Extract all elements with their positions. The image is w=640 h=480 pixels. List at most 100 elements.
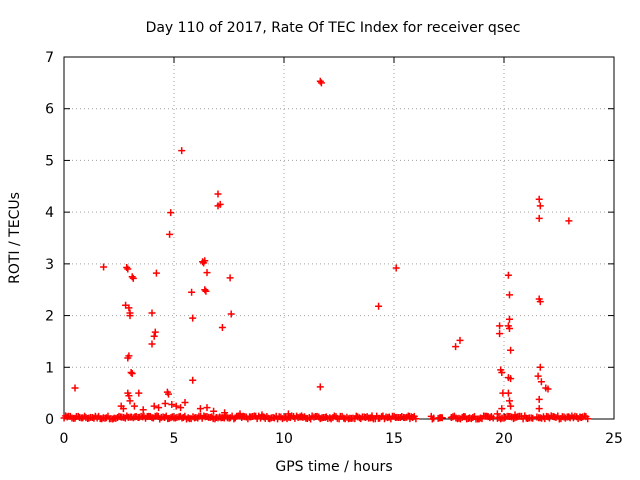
data-point (189, 376, 197, 384)
data-point (150, 332, 158, 340)
data-point (203, 269, 211, 277)
data-point (236, 410, 244, 418)
data-point (507, 346, 515, 354)
data-point (148, 340, 156, 348)
tick-labels: 0 5 10 15 20 25 0 1 2 3 4 5 6 7 (45, 50, 623, 447)
data-point (226, 274, 234, 282)
data-point (506, 325, 513, 332)
data-point (135, 389, 143, 397)
data-point (368, 412, 376, 420)
data-point (506, 315, 513, 323)
data-point (139, 406, 147, 414)
data-point (405, 412, 413, 420)
data-point (150, 402, 158, 410)
data-point (535, 395, 543, 403)
data-point (507, 375, 515, 383)
data-point (284, 410, 292, 418)
data-point (189, 314, 197, 322)
y-tick-label: 5 (45, 153, 54, 169)
data-point (165, 390, 172, 398)
x-tick-label: 25 (605, 431, 623, 447)
data-point (161, 413, 169, 421)
data-point (506, 291, 513, 299)
data-point (536, 363, 544, 371)
data-point (155, 404, 163, 412)
y-tick-label: 6 (45, 102, 54, 118)
data-point (125, 304, 133, 312)
data-point (412, 415, 420, 423)
x-tick-label: 0 (60, 431, 69, 447)
data-point (127, 368, 135, 376)
data-point (316, 383, 324, 391)
data-point (218, 323, 226, 331)
data-point (493, 410, 501, 418)
data-point (375, 302, 383, 310)
x-tick-label: 15 (385, 431, 403, 447)
data-point (496, 330, 504, 338)
data-point (126, 397, 134, 405)
data-point (258, 411, 266, 419)
chart-title: Day 110 of 2017, Rate Of TEC Index for r… (146, 20, 521, 36)
data-point (210, 407, 218, 415)
data-point (216, 200, 224, 208)
y-tick-label: 3 (45, 257, 54, 273)
data-point (167, 209, 175, 217)
data-point (536, 202, 544, 210)
x-tick-label: 5 (170, 431, 179, 447)
data-point (438, 414, 446, 422)
data-point (498, 405, 506, 413)
data-point (214, 190, 222, 198)
data-point (202, 287, 210, 295)
data-point (536, 298, 544, 306)
data-point (201, 257, 209, 265)
data-point (535, 195, 543, 203)
data-point (124, 265, 132, 273)
data-point (128, 369, 136, 377)
y-tick-label: 1 (45, 360, 54, 376)
data-point (535, 214, 543, 222)
x-tick-label: 10 (275, 431, 293, 447)
data-point (124, 354, 132, 362)
data-point (130, 402, 138, 410)
data-point (129, 274, 137, 282)
data-point (168, 401, 176, 409)
data-point (152, 269, 160, 277)
data-point (456, 336, 464, 344)
data-point (172, 402, 180, 410)
data-point (529, 414, 537, 422)
data-point (123, 263, 131, 271)
data-point (71, 384, 79, 392)
data-point (452, 343, 460, 351)
data-point (510, 415, 518, 423)
data-point (504, 271, 512, 279)
data-point (166, 230, 174, 238)
data-point (496, 322, 504, 330)
data-point (178, 147, 186, 155)
data-point (181, 398, 189, 406)
data-point (504, 389, 512, 397)
y-tick-label: 4 (45, 205, 54, 221)
data-point (148, 309, 156, 317)
data-point (125, 392, 133, 400)
data-point (392, 264, 400, 272)
data-point (298, 412, 306, 420)
data-point (409, 414, 417, 422)
data-point (535, 405, 543, 413)
data-point (316, 77, 324, 85)
data-point (221, 409, 229, 417)
data-point (151, 328, 159, 336)
data-points (60, 77, 592, 423)
grid (64, 57, 614, 419)
data-point (119, 405, 127, 413)
data-point (203, 404, 211, 412)
data-point (544, 385, 552, 393)
data-point (506, 397, 513, 405)
data-point (227, 310, 235, 318)
data-point (565, 217, 573, 225)
data-point (537, 378, 545, 386)
data-point (584, 415, 592, 423)
data-point (196, 405, 204, 413)
y-tick-label: 0 (45, 412, 54, 428)
